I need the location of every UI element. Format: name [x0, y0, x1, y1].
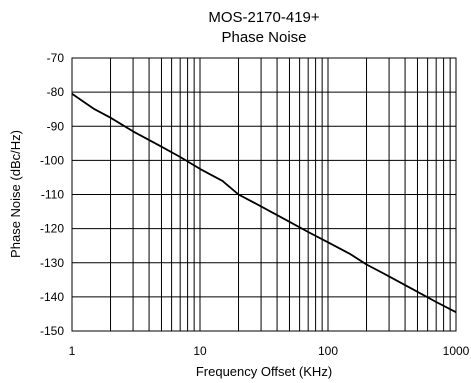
y-tick-label: -110 — [41, 188, 64, 202]
phase-noise-line-0 — [71, 93, 457, 314]
x-tick-label: 10 — [193, 344, 207, 358]
y-tick-label: -100 — [40, 153, 64, 167]
chart-subtitle: Phase Noise — [221, 29, 306, 46]
grid-lines — [72, 58, 456, 331]
y-tick-label: -130 — [40, 256, 64, 270]
y-tick-label: -70 — [47, 51, 65, 65]
x-tick-label: 1 — [69, 344, 76, 358]
x-axis-label: Frequency Offset (KHz) — [196, 364, 332, 379]
plot-area-frame — [71, 57, 457, 332]
y-axis-label: Phase Noise (dBc/Hz) — [8, 130, 23, 258]
chart-title: MOS-2170-419+ — [208, 9, 320, 26]
data-series — [71, 93, 457, 314]
y-tick-label: -90 — [47, 119, 65, 133]
x-tick-label: 1000 — [443, 344, 470, 358]
y-tick-label: -140 — [40, 290, 64, 304]
y-tick-label: -150 — [40, 324, 64, 338]
x-tick-labels: 1 10 100 1000 — [69, 344, 470, 358]
y-tick-labels: -70 -80 -90 -100 -110 -120 -130 -140 -150 — [40, 51, 64, 338]
x-tick-label: 100 — [318, 344, 338, 358]
y-tick-label: -80 — [47, 85, 65, 99]
y-tick-label: -120 — [40, 222, 64, 236]
